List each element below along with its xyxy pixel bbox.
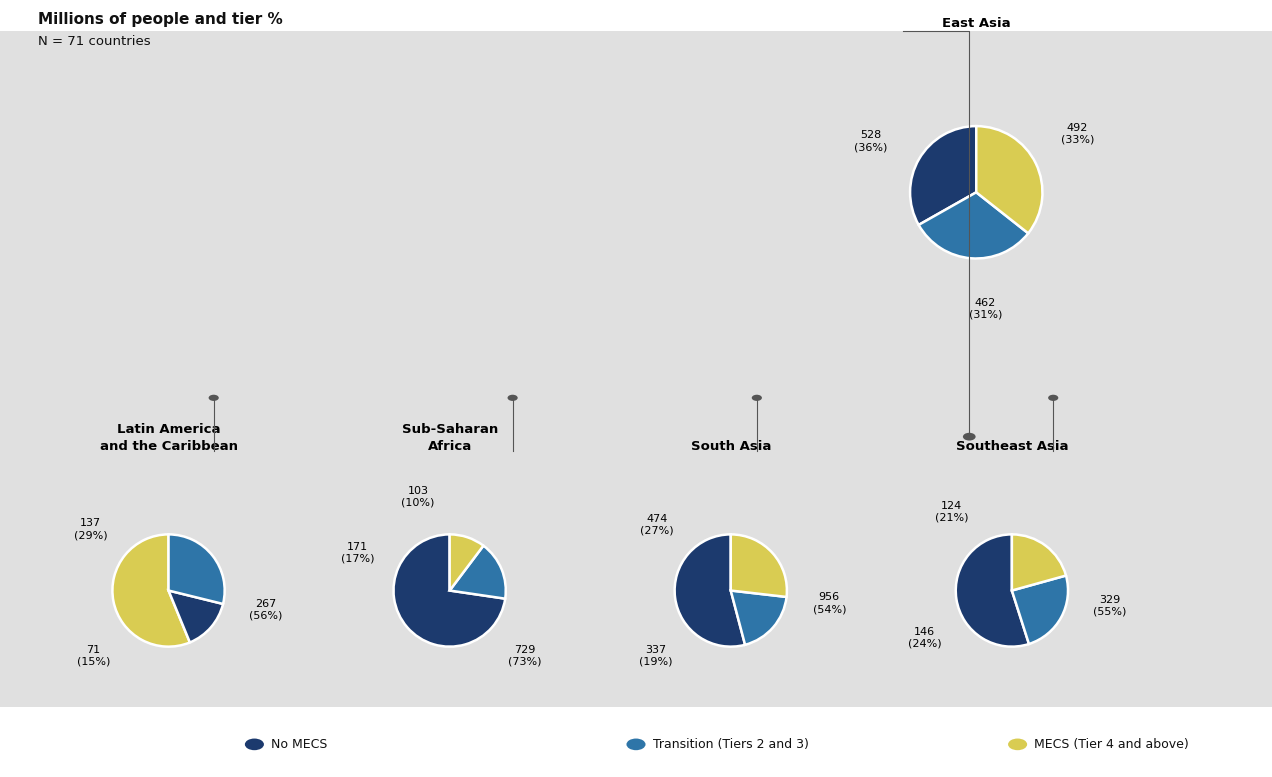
Text: N = 71 countries: N = 71 countries [38, 35, 151, 48]
Text: 103
(10%): 103 (10%) [402, 486, 435, 507]
Wedge shape [450, 535, 483, 591]
Title: East Asia: East Asia [943, 17, 1010, 30]
Wedge shape [1013, 576, 1068, 644]
Wedge shape [730, 591, 786, 645]
Wedge shape [393, 535, 505, 646]
Text: 956
(54%): 956 (54%) [813, 593, 846, 614]
Wedge shape [168, 535, 225, 604]
Title: South Asia: South Asia [691, 440, 771, 453]
Title: Latin America
and the Caribbean: Latin America and the Caribbean [99, 423, 238, 453]
Wedge shape [909, 126, 977, 225]
Text: MECS (Tier 4 and above): MECS (Tier 4 and above) [1034, 738, 1189, 751]
Text: Millions of people and tier %: Millions of people and tier % [38, 12, 282, 26]
Text: 329
(55%): 329 (55%) [1094, 595, 1127, 617]
Text: 337
(19%): 337 (19%) [639, 645, 673, 667]
Wedge shape [1013, 535, 1066, 591]
Text: 492
(33%): 492 (33%) [1061, 123, 1094, 144]
Wedge shape [168, 591, 223, 643]
Text: 474
(27%): 474 (27%) [640, 514, 673, 535]
Wedge shape [955, 535, 1029, 646]
Title: Southeast Asia: Southeast Asia [955, 440, 1068, 453]
Wedge shape [112, 535, 190, 646]
Wedge shape [977, 126, 1043, 233]
Text: 267
(56%): 267 (56%) [249, 599, 282, 621]
Wedge shape [674, 535, 745, 646]
Text: 171
(17%): 171 (17%) [341, 542, 374, 563]
Text: 462
(31%): 462 (31%) [968, 298, 1002, 320]
Text: 137
(29%): 137 (29%) [74, 518, 107, 540]
Text: 146
(24%): 146 (24%) [908, 627, 941, 649]
Text: 71
(15%): 71 (15%) [76, 645, 109, 666]
Text: 729
(73%): 729 (73%) [508, 645, 542, 666]
Text: 528
(36%): 528 (36%) [855, 131, 888, 152]
Text: Transition (Tiers 2 and 3): Transition (Tiers 2 and 3) [653, 738, 809, 751]
Wedge shape [918, 193, 1028, 259]
Text: 124
(21%): 124 (21%) [935, 500, 968, 522]
Text: No MECS: No MECS [271, 738, 327, 751]
Wedge shape [730, 535, 787, 597]
Title: Sub-Saharan
Africa: Sub-Saharan Africa [402, 423, 497, 453]
Wedge shape [450, 545, 506, 598]
